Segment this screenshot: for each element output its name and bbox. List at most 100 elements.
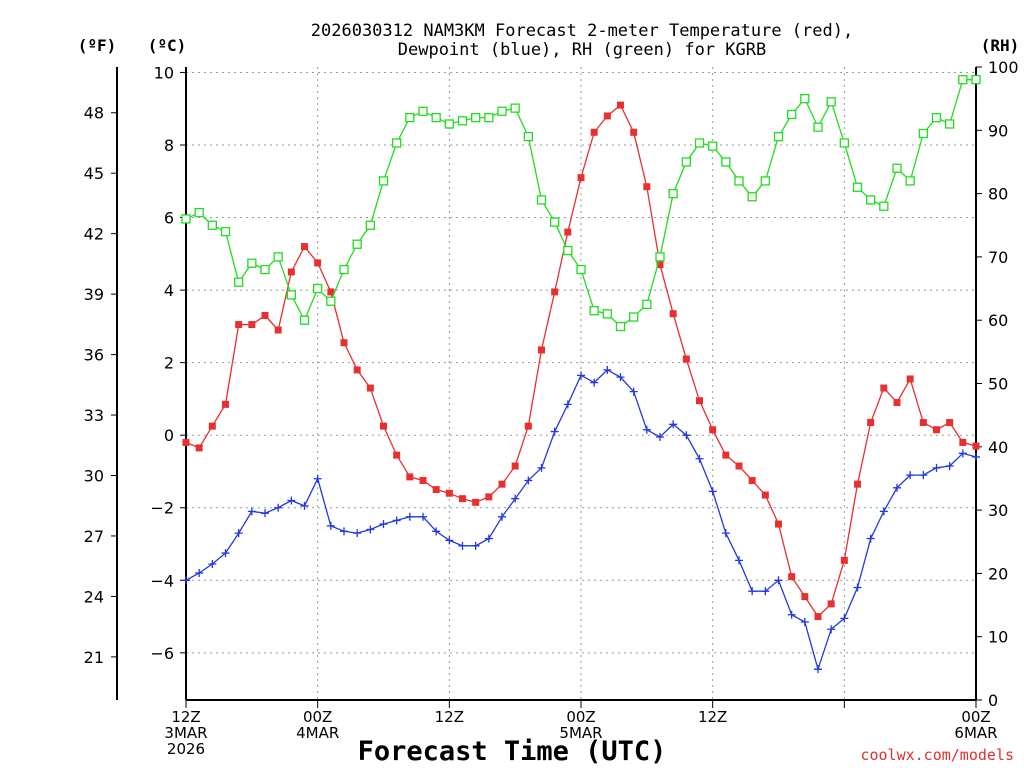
- rh-point: [457, 116, 468, 126]
- dewpoint-point: [761, 587, 770, 596]
- rh-tick-label: 60: [988, 311, 1008, 330]
- temperature-point: [459, 495, 466, 503]
- chart-title-line-1: 2026030312 NAM3KM Forecast 2-meter Tempe…: [311, 21, 853, 41]
- x-tick-label: 4MAR: [296, 724, 339, 742]
- dewpoint-point: [577, 371, 585, 380]
- temperature-point: [617, 101, 624, 109]
- temperature-point: [380, 422, 387, 430]
- rh-tick-label: 30: [988, 501, 1008, 520]
- chart-title-line-2: Dewpoint (blue), RH (green) for KGRB: [398, 40, 766, 60]
- dewpoint-point: [379, 520, 388, 529]
- dewpoint-point: [853, 583, 862, 592]
- temperature-point: [235, 321, 243, 329]
- x-tick-label: 12Z: [435, 708, 464, 726]
- rh-point: [721, 157, 731, 167]
- rh-point: [839, 138, 849, 148]
- dewpoint-point: [300, 501, 309, 510]
- temperature-point: [630, 128, 638, 136]
- x-tick-label: 12Z: [171, 708, 200, 726]
- x-tick-label: 00Z: [303, 708, 332, 726]
- temperature-point: [814, 613, 822, 621]
- rh-point: [945, 119, 955, 129]
- temperature-point: [577, 174, 585, 182]
- dewpoint-point: [721, 529, 730, 538]
- rh-point: [194, 207, 204, 218]
- temperature-point: [603, 112, 611, 120]
- temperature-point: [498, 480, 506, 488]
- temperature-point: [393, 451, 401, 459]
- rh-point: [352, 239, 362, 249]
- temperature-point: [709, 426, 717, 434]
- rh-series: [181, 75, 981, 332]
- temperature-point: [669, 310, 677, 318]
- rh-point: [510, 103, 520, 113]
- dewpoint-point: [787, 610, 796, 619]
- temperature-point: [933, 426, 940, 434]
- rh-point: [655, 252, 665, 262]
- rh-point: [299, 315, 310, 325]
- dewpoint-point: [879, 507, 888, 516]
- rh-point: [444, 119, 454, 129]
- rh-tick-label: 70: [988, 248, 1008, 267]
- temperature-point: [867, 418, 875, 426]
- credit-link[interactable]: coolwx.com/models: [860, 746, 1014, 764]
- dewpoint-point: [774, 576, 783, 585]
- rh-point: [471, 112, 481, 123]
- dewpoint-point: [682, 431, 691, 440]
- celsius-tick-label: −4: [150, 571, 174, 590]
- temperature-point: [248, 321, 256, 329]
- x-tick-label: 2026: [167, 740, 205, 758]
- dewpoint-point: [511, 494, 520, 503]
- dewpoint-point: [392, 516, 401, 525]
- temperature-point: [564, 228, 572, 236]
- celsius-tick-label: −6: [150, 644, 174, 663]
- temperature-point: [696, 397, 703, 405]
- temperature-point: [827, 600, 835, 608]
- rh-point: [694, 138, 705, 148]
- temperature-point: [366, 384, 374, 392]
- rh-point: [931, 112, 942, 123]
- dewpoint-point: [866, 534, 875, 543]
- temperature-point: [432, 486, 440, 494]
- x-tick-label: 00Z: [566, 708, 595, 726]
- temperature-point: [906, 375, 914, 383]
- dewpoint-point: [708, 487, 717, 496]
- rh-point: [958, 75, 968, 85]
- rh-point: [708, 141, 718, 151]
- dewpoint-point: [498, 512, 506, 521]
- rh-point: [326, 296, 336, 306]
- rh-point: [207, 220, 217, 230]
- temperature-point: [788, 573, 796, 581]
- dewpoint-point: [932, 463, 941, 472]
- dewpoint-point: [484, 534, 493, 543]
- fahrenheit-tick-label: 21: [84, 648, 104, 667]
- dewpoint-point: [208, 559, 217, 568]
- temperature-point: [551, 288, 559, 296]
- dewpoint-point: [274, 503, 283, 512]
- grid-lines: [185, 67, 977, 700]
- fahrenheit-tick-label: 36: [84, 346, 104, 365]
- rh-point: [773, 131, 784, 142]
- dewpoint-point: [748, 587, 757, 596]
- rh-point: [852, 182, 863, 192]
- rh-point: [971, 75, 981, 85]
- rh-point: [800, 94, 810, 104]
- rh-point: [523, 131, 533, 142]
- celsius-tick-label: −2: [150, 499, 174, 518]
- rh-point: [576, 264, 586, 275]
- temperature-point: [445, 489, 453, 497]
- temperature-point: [511, 462, 519, 470]
- temperature-point: [301, 243, 308, 251]
- dewpoint-point: [616, 373, 625, 382]
- dewpoint-point: [247, 507, 256, 516]
- celsius-unit-label: (ºC): [148, 36, 187, 55]
- temperature-point: [656, 261, 664, 269]
- temperature-point: [538, 346, 545, 354]
- temperature-point: [485, 493, 493, 501]
- temperature-point: [208, 422, 216, 430]
- dewpoint-point: [958, 449, 967, 458]
- celsius-tick-label: 0: [164, 426, 174, 445]
- dewpoint-point: [326, 521, 335, 530]
- celsius-tick-label: 10: [154, 63, 174, 82]
- temperature-point: [893, 399, 901, 407]
